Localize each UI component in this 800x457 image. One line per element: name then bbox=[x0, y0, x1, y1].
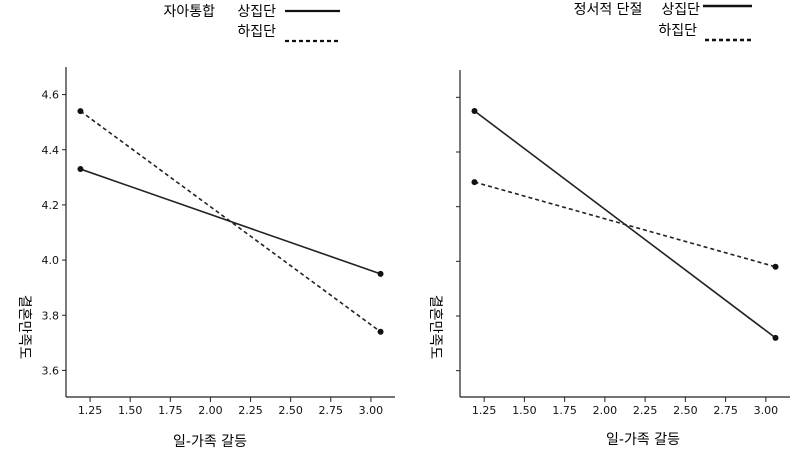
legend-label-right-0: 상집단 bbox=[661, 2, 700, 18]
series-line-0 bbox=[80, 168, 381, 275]
data-point bbox=[377, 328, 384, 335]
data-point bbox=[772, 263, 779, 270]
x-tick-label: 1.50 bbox=[512, 404, 537, 417]
data-point bbox=[471, 179, 478, 186]
y-tick-label: 3.6 bbox=[42, 364, 60, 377]
x-tick-label: 2.50 bbox=[673, 404, 698, 417]
x-tick-label: 1.25 bbox=[78, 404, 103, 417]
x-tick-label: 1.75 bbox=[158, 404, 183, 417]
y-tick-label: 4.6 bbox=[42, 89, 60, 102]
data-point bbox=[77, 166, 84, 173]
chart-right: 정서적 단절 상집단 하집단 일-가족 갈등 결혼만족도 1.25 1.50 1.7… bbox=[427, 2, 790, 448]
x-axis-label-right: 일-가족 갈등 bbox=[606, 432, 680, 448]
x-tick-label: 2.25 bbox=[238, 404, 263, 417]
x-tick-label: 2.50 bbox=[278, 404, 303, 417]
y-tick-label: 4.4 bbox=[42, 144, 60, 157]
data-point bbox=[77, 108, 84, 115]
x-tick-label: 2.00 bbox=[593, 404, 618, 417]
legend-right: 정서적 단절 상집단 하집단 bbox=[574, 2, 752, 42]
y-tick-label: 3.8 bbox=[42, 309, 60, 322]
x-tick-label: 2.75 bbox=[319, 404, 344, 417]
x-axis-label-left: 일-가족 갈등 bbox=[173, 434, 247, 450]
series-line-1 bbox=[474, 181, 776, 268]
y-tick-label: 4.2 bbox=[42, 199, 60, 212]
series-line-1 bbox=[79, 110, 382, 333]
x-tick-label: 3.00 bbox=[754, 404, 779, 417]
data-point bbox=[471, 108, 478, 114]
data-point bbox=[377, 270, 384, 277]
x-tick-label: 3.00 bbox=[359, 404, 384, 417]
legend-title-left: 자아통합 bbox=[163, 4, 215, 20]
x-tick-label: 2.25 bbox=[633, 404, 658, 417]
legend-label-left-0: 상집단 bbox=[237, 4, 276, 20]
legend-left: 자아통합 상집단 하집단 bbox=[163, 4, 340, 43]
y-tick-label: 4.0 bbox=[42, 254, 60, 267]
x-tick-label: 1.50 bbox=[118, 404, 143, 417]
data-point bbox=[772, 334, 779, 341]
legend-label-left-1: 하집단 bbox=[237, 24, 276, 40]
legend-label-right-1: 하집단 bbox=[658, 23, 697, 39]
chart-left: 자아통합 상집단 하집단 일-가족 갈등 결혼만족도 1.25 1.50 1.75 2… bbox=[16, 4, 395, 450]
y-axis-label-left: 결혼만족도 bbox=[16, 295, 32, 360]
legend-title-right: 정서적 단절 bbox=[574, 2, 643, 18]
x-tick-label: 2.00 bbox=[198, 404, 223, 417]
x-tick-label: 1.75 bbox=[552, 404, 577, 417]
y-axis-label-right: 결혼만족도 bbox=[427, 295, 443, 360]
x-tick-label: 2.75 bbox=[713, 404, 738, 417]
x-tick-label: 1.25 bbox=[472, 404, 497, 417]
